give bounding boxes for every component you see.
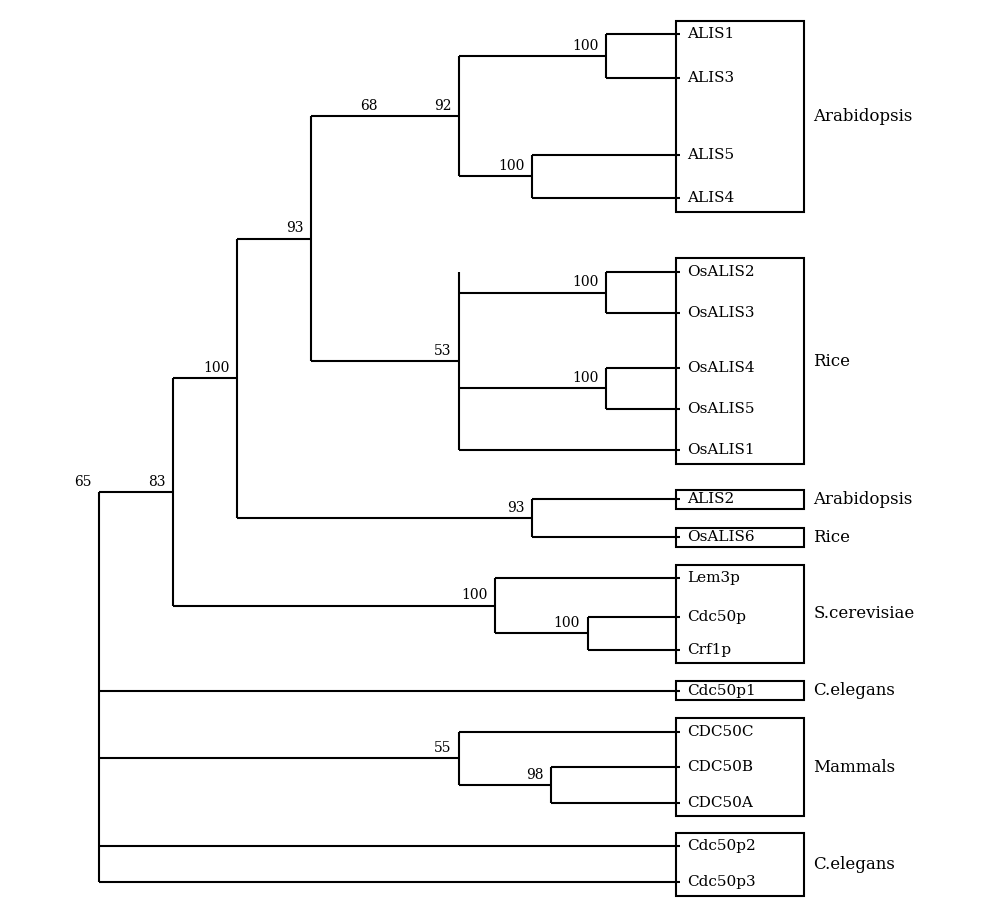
Text: 92: 92	[434, 99, 451, 113]
Bar	[676, 833, 804, 895]
Bar	[676, 565, 804, 663]
Text: 65: 65	[74, 475, 92, 489]
Text: ALIS5: ALIS5	[687, 148, 734, 162]
Text: ALIS2: ALIS2	[687, 492, 734, 506]
Text: 93: 93	[286, 222, 304, 235]
Text: 68: 68	[360, 99, 377, 113]
Text: 100: 100	[554, 616, 580, 630]
Text: 98: 98	[526, 767, 543, 782]
Text: 100: 100	[462, 588, 488, 603]
Bar	[676, 489, 804, 508]
Text: OsALIS2: OsALIS2	[687, 265, 755, 279]
Text: ALIS3: ALIS3	[687, 71, 734, 85]
Text: Rice: Rice	[813, 528, 850, 546]
Text: 93: 93	[507, 501, 525, 515]
Text: ALIS4: ALIS4	[687, 192, 734, 205]
Bar	[676, 718, 804, 816]
Text: CDC50A: CDC50A	[687, 795, 753, 810]
Text: Arabidopsis: Arabidopsis	[813, 108, 913, 124]
Bar	[676, 528, 804, 547]
Text: OsALIS3: OsALIS3	[687, 306, 755, 321]
Text: Cdc50p: Cdc50p	[687, 609, 746, 624]
Bar	[676, 259, 804, 464]
Text: 100: 100	[572, 275, 599, 290]
Text: Rice: Rice	[813, 352, 850, 370]
Bar	[676, 681, 804, 700]
Text: C.elegans: C.elegans	[813, 855, 895, 873]
Text: OsALIS6: OsALIS6	[687, 530, 755, 545]
Text: 100: 100	[572, 371, 599, 385]
Text: CDC50B: CDC50B	[687, 760, 753, 775]
Text: OsALIS4: OsALIS4	[687, 360, 755, 375]
Text: S.cerevisiae: S.cerevisiae	[813, 606, 915, 623]
Text: Cdc50p3: Cdc50p3	[687, 875, 756, 889]
Text: Arabidopsis: Arabidopsis	[813, 490, 913, 508]
Bar	[676, 21, 804, 212]
Text: ALIS1: ALIS1	[687, 27, 734, 41]
Text: OsALIS1: OsALIS1	[687, 443, 755, 457]
Text: Lem3p: Lem3p	[687, 571, 740, 586]
Text: 53: 53	[434, 344, 451, 358]
Text: Cdc50p2: Cdc50p2	[687, 839, 756, 854]
Text: CDC50C: CDC50C	[687, 725, 754, 738]
Text: 83: 83	[148, 475, 165, 489]
Text: C.elegans: C.elegans	[813, 682, 895, 699]
Text: Crf1p: Crf1p	[687, 643, 731, 656]
Text: 55: 55	[434, 741, 451, 755]
Text: 100: 100	[572, 39, 599, 53]
Text: Mammals: Mammals	[813, 758, 895, 775]
Text: Cdc50p1: Cdc50p1	[687, 684, 756, 697]
Text: 100: 100	[499, 159, 525, 173]
Text: OsALIS5: OsALIS5	[687, 402, 755, 416]
Text: 100: 100	[204, 361, 230, 375]
